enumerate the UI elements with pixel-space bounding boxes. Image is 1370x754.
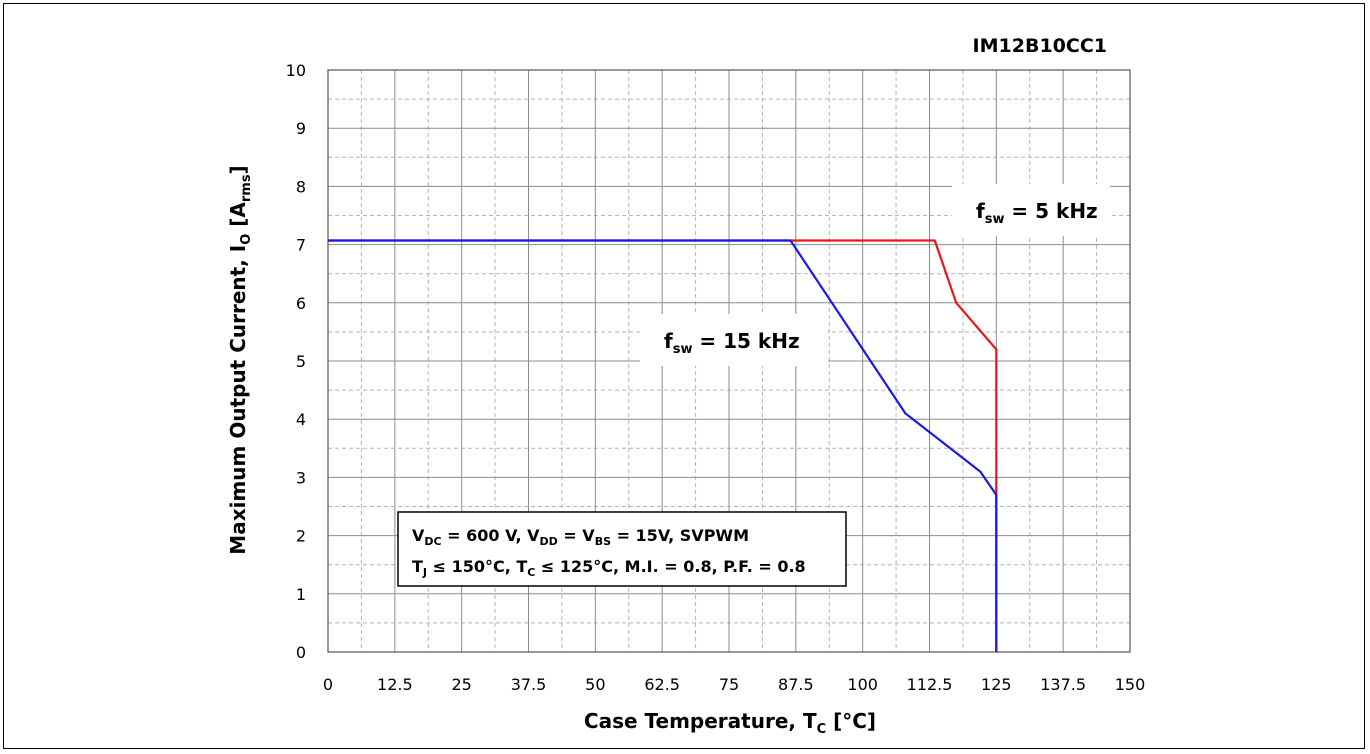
- x-axis-label: Case Temperature, TC [°C]: [584, 709, 876, 737]
- conditions-line-2: TJ ≤ 150°C, TC ≤ 125°C, M.I. = 0.8, P.F.…: [412, 557, 806, 579]
- x-tick-label: 87.5: [778, 675, 814, 694]
- chart-title: IM12B10CC1: [973, 35, 1107, 57]
- series-label-5khz-text: fsw = 5 kHz: [976, 199, 1098, 227]
- y-tick-label: 8: [296, 177, 306, 196]
- series-label-15khz: fsw = 15 kHz: [640, 314, 828, 366]
- x-tick-label: 12.5: [377, 675, 413, 694]
- y-axis-label: Maximum Output Current, IO [Arms]: [226, 165, 254, 554]
- y-axis-label-unit-open: [A: [226, 202, 250, 234]
- x-tick-label: 75: [719, 675, 739, 694]
- conditions-box: VDC = 600 V, VDD = VBS = 15V, SVPWM TJ ≤…: [397, 511, 847, 587]
- x-axis-label-main: Case Temperature, T: [584, 709, 817, 733]
- conditions-line-2-part: ≤ 150°C, T: [427, 557, 527, 576]
- conditions-line-2-part: ≤ 125°C, M.I. = 0.8, P.F. = 0.8: [535, 557, 805, 576]
- series-label-15khz-prefix: f: [664, 329, 673, 353]
- y-tick-label: 7: [296, 236, 306, 255]
- conditions-line-1: VDC = 600 V, VDD = VBS = 15V, SVPWM: [412, 526, 749, 548]
- x-tick-label: 62.5: [644, 675, 680, 694]
- y-tick-label: 3: [296, 468, 306, 487]
- y-tick-label: 1: [296, 585, 306, 604]
- conditions-line-1-part: = 600 V, V: [442, 526, 540, 545]
- series-label-15khz-sub: sw: [673, 342, 693, 357]
- plot-border: [327, 69, 1131, 653]
- series-label-5khz-value: 5 kHz: [1035, 199, 1098, 223]
- y-tick-label: 2: [296, 527, 306, 546]
- x-tick-label: 150: [1115, 675, 1146, 694]
- conditions-line-1-part: DD: [539, 535, 557, 548]
- series-label-5khz-bg: [952, 184, 1110, 236]
- x-tick-label: 50: [585, 675, 605, 694]
- x-tick-label: 0: [323, 675, 333, 694]
- x-tick-label: 100: [847, 675, 878, 694]
- series-line-15-khz: [328, 239, 998, 652]
- y-tick-label: 5: [296, 352, 306, 371]
- x-tick-label: 112.5: [907, 675, 953, 694]
- conditions-line-1-part: V: [412, 526, 425, 545]
- y-tick-label: 6: [296, 294, 306, 313]
- x-tick-label: 125: [981, 675, 1012, 694]
- conditions-line-2-part: J: [422, 566, 427, 579]
- y-axis-label-unit-sub: rms: [239, 174, 254, 202]
- figure-frame: [3, 3, 1365, 749]
- conditions-box-border: [397, 511, 847, 587]
- x-axis-label-unit: [°C]: [826, 709, 876, 733]
- conditions-line-1-part: = V: [558, 526, 596, 545]
- series-lines: [328, 239, 998, 652]
- conditions-line-2-part: T: [412, 557, 423, 576]
- conditions-line-1-part: BS: [595, 535, 611, 548]
- y-tick-label: 9: [296, 119, 306, 138]
- series-label-15khz-text: fsw = 15 kHz: [664, 329, 800, 357]
- series-label-5khz-sub: sw: [985, 212, 1005, 227]
- series-label-5khz: fsw = 5 kHz: [952, 184, 1110, 236]
- series-label-15khz-bg: [640, 314, 828, 366]
- y-axis-label-main: Maximum Output Current, I: [226, 245, 250, 555]
- x-tick-labels: 0 12.5 25 37.5 50 62.5 75 87.5 100 112.5 125 137.5 1…: [323, 675, 1145, 694]
- y-axis-label-unit-close: ]: [226, 165, 250, 174]
- series-label-5khz-prefix: f: [976, 199, 985, 223]
- y-tick-labels: 0 1 2 3 4 5 6 7 8 9 10: [286, 61, 306, 662]
- x-axis-label-sub: C: [817, 722, 827, 737]
- x-tick-label: 37.5: [511, 675, 547, 694]
- series-label-15khz-value: 15 kHz: [723, 329, 799, 353]
- series-label-5khz-eq: =: [1004, 199, 1035, 223]
- conditions-line-1-part: = 15V, SVPWM: [611, 526, 749, 545]
- x-tick-label: 137.5: [1040, 675, 1086, 694]
- y-tick-label: 4: [296, 410, 306, 429]
- y-tick-label: 0: [296, 643, 306, 662]
- series-label-15khz-eq: =: [692, 329, 723, 353]
- conditions-line-1-part: DC: [424, 535, 441, 548]
- y-tick-label: 10: [286, 61, 306, 80]
- x-tick-label: 25: [451, 675, 471, 694]
- y-axis-label-sub: O: [239, 234, 254, 245]
- conditions-line-2-part: C: [527, 566, 535, 579]
